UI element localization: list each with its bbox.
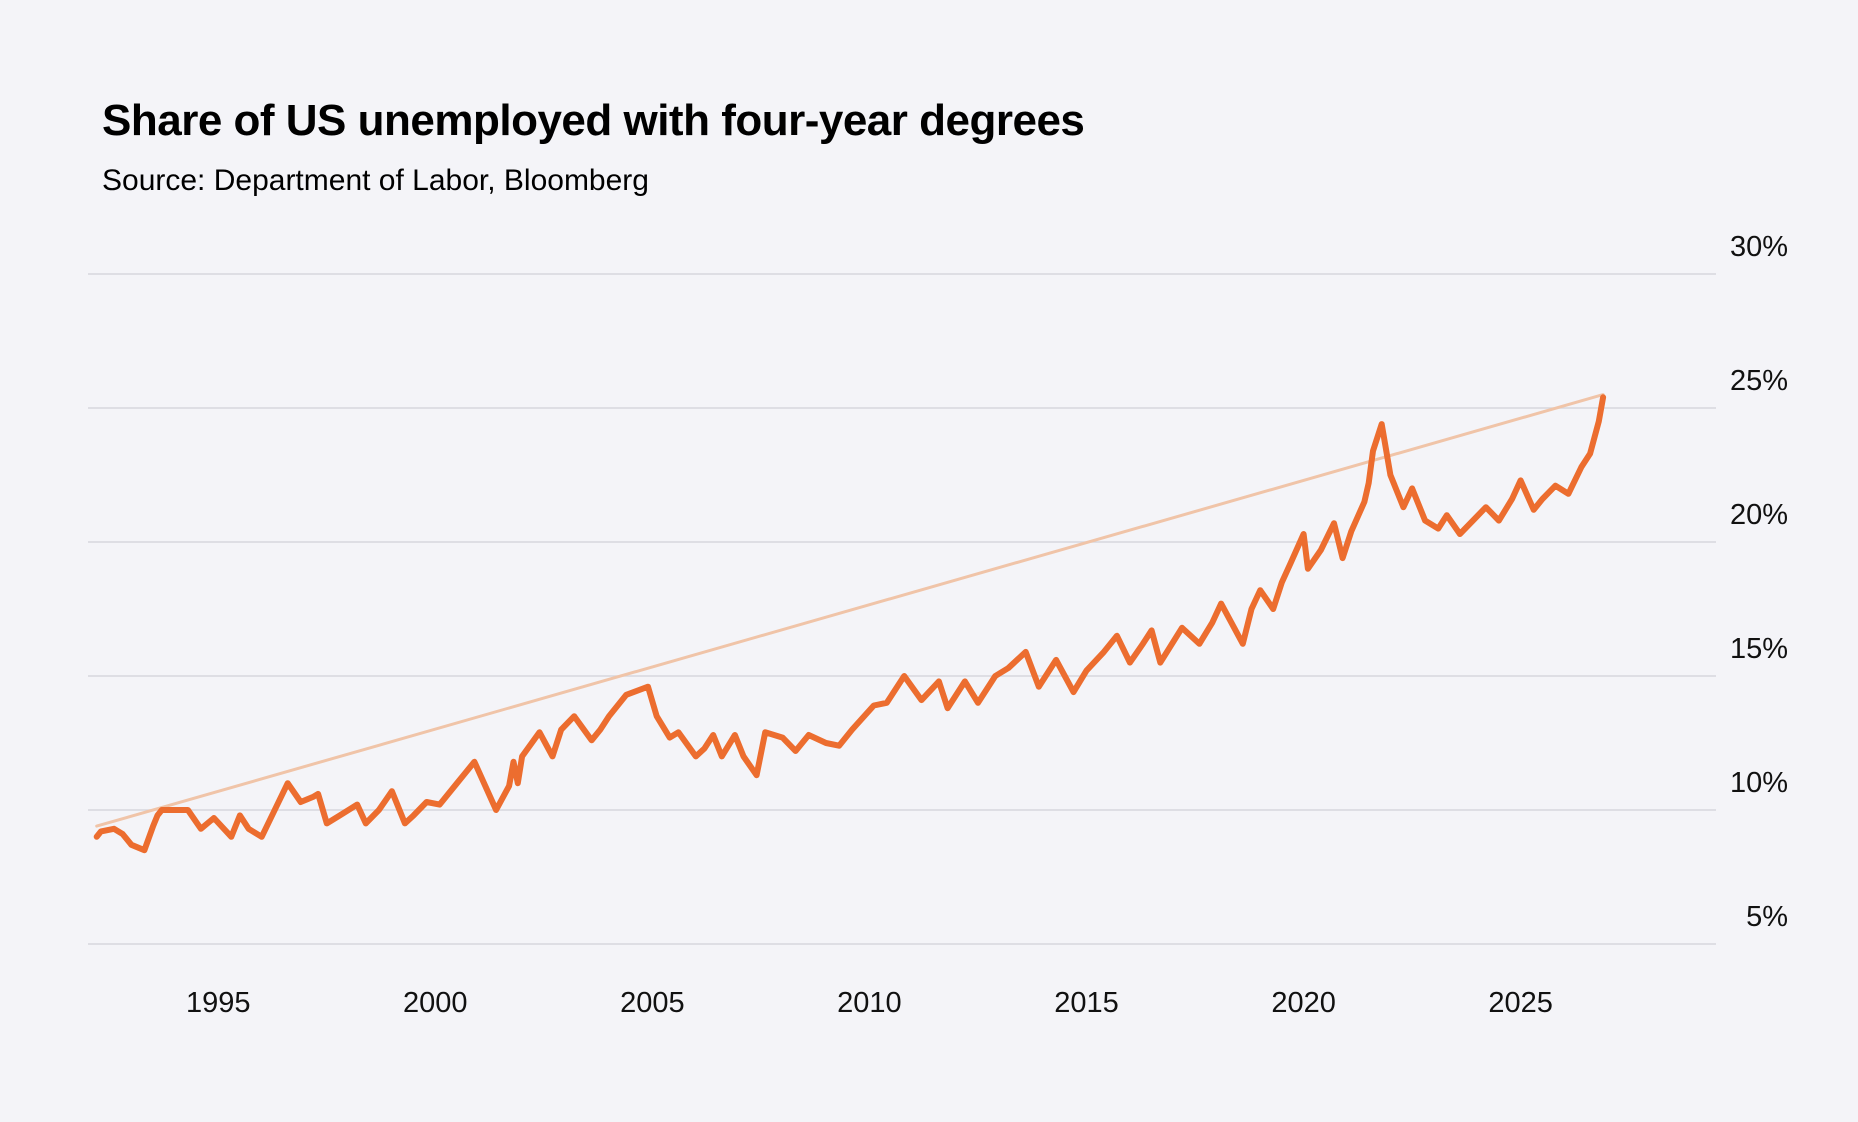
x-tick-label-2010: 2010: [837, 987, 902, 1019]
trend-line: [95, 393, 1605, 828]
x-tick-label-2015: 2015: [1054, 987, 1119, 1019]
y-tick-label-20: 20%: [1730, 499, 1788, 531]
chart-source: Source: Department of Labor, Bloomberg: [102, 164, 649, 197]
y-tick-label-30: 30%: [1730, 231, 1788, 263]
y-tick-label-10: 10%: [1730, 767, 1788, 799]
series-line: [93, 394, 1607, 854]
y-tick-label-5: 5%: [1746, 901, 1788, 933]
y-tick-label-15: 15%: [1730, 633, 1788, 665]
x-tick-label-2020: 2020: [1271, 987, 1336, 1019]
x-tick-label-2005: 2005: [620, 987, 685, 1019]
x-tick-label-1995: 1995: [186, 987, 251, 1019]
x-tick-label-2000: 2000: [403, 987, 468, 1019]
chart-title: Share of US unemployed with four-year de…: [102, 96, 1085, 145]
y-tick-label-25: 25%: [1730, 365, 1788, 397]
x-tick-label-2025: 2025: [1488, 987, 1553, 1019]
